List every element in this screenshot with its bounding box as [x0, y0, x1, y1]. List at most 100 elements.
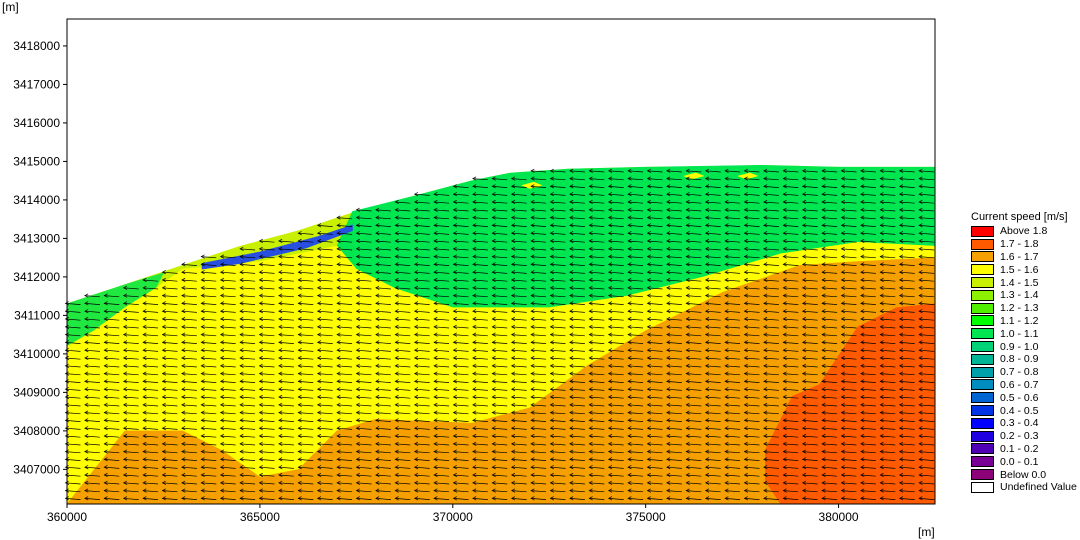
- current-vector: [413, 348, 430, 353]
- current-vector: [355, 316, 372, 322]
- current-vector: [840, 215, 857, 220]
- current-vector: [860, 348, 876, 353]
- current-vector: [472, 301, 488, 306]
- legend-swatch: [971, 430, 994, 442]
- current-vector: [569, 426, 585, 431]
- current-vector: [840, 426, 857, 431]
- current-vector: [782, 309, 799, 314]
- current-vector: [801, 441, 818, 446]
- current-vector: [879, 488, 896, 493]
- current-vector: [704, 254, 721, 259]
- current-vector: [297, 363, 314, 368]
- current-vector: [840, 285, 857, 290]
- current-vector: [200, 433, 217, 439]
- current-vector: [316, 293, 333, 298]
- current-vector: [258, 332, 275, 337]
- current-vector: [433, 332, 450, 337]
- current-vector: [549, 371, 566, 376]
- current-vector: [258, 309, 275, 314]
- current-vector: [103, 433, 120, 439]
- y-tick-label: 3410000: [13, 347, 60, 361]
- current-vector: [918, 215, 935, 220]
- current-vector: [84, 472, 100, 478]
- current-vector: [782, 192, 799, 197]
- current-vector: [782, 387, 799, 392]
- current-vector: [103, 355, 120, 361]
- current-vector: [239, 441, 256, 446]
- current-vector: [375, 309, 391, 314]
- current-vector: [413, 192, 430, 197]
- current-vector: [646, 355, 663, 361]
- current-vector: [569, 223, 585, 228]
- current-vector: [510, 363, 527, 368]
- current-vector: [840, 402, 857, 407]
- current-vector: [860, 332, 876, 337]
- legend-swatch: [971, 469, 994, 481]
- current-vector: [355, 480, 372, 485]
- current-vector: [569, 277, 585, 283]
- current-vector: [666, 184, 682, 189]
- current-vector: [840, 379, 857, 384]
- current-vector: [569, 262, 585, 267]
- current-vector: [161, 316, 178, 322]
- current-vector: [646, 254, 663, 259]
- current-vector: [879, 285, 896, 290]
- current-vector: [898, 199, 915, 205]
- legend-item: 0.7 - 0.8: [971, 366, 1079, 379]
- current-vector: [433, 192, 450, 197]
- current-vector: [258, 277, 275, 283]
- current-vector: [821, 199, 838, 205]
- current-vector: [142, 472, 159, 478]
- current-vector: [782, 410, 799, 415]
- current-vector: [219, 355, 236, 361]
- current-vector: [316, 270, 333, 275]
- current-vector: [122, 293, 139, 298]
- current-vector: [336, 231, 353, 236]
- current-vector: [510, 199, 527, 205]
- current-vector: [918, 332, 935, 337]
- current-vector: [433, 348, 450, 353]
- current-vector: [743, 238, 760, 244]
- current-vector: [840, 441, 857, 446]
- current-vector: [452, 340, 469, 345]
- current-vector: [103, 379, 120, 384]
- y-tick-label: 3409000: [13, 385, 60, 399]
- current-vector: [394, 254, 411, 259]
- current-vector: [84, 418, 100, 423]
- current-vector: [569, 418, 585, 423]
- legend-label: 1.3 - 1.4: [1000, 289, 1039, 302]
- y-tick-label: 3411000: [14, 308, 60, 322]
- current-vector: [840, 332, 857, 337]
- current-vector: [239, 449, 256, 454]
- current-vector: [491, 394, 508, 400]
- current-vector: [666, 379, 682, 384]
- current-vector: [801, 199, 818, 205]
- current-vector: [860, 340, 876, 345]
- current-vector: [219, 285, 236, 290]
- current-vector: [258, 270, 275, 275]
- current-vector: [355, 277, 372, 283]
- current-vector: [607, 449, 624, 454]
- current-vector: [724, 402, 741, 407]
- current-vector: [549, 316, 566, 322]
- current-vector: [239, 426, 256, 431]
- current-vector: [607, 254, 624, 259]
- legend-label: 0.8 - 0.9: [1000, 353, 1039, 366]
- current-vector: [297, 387, 314, 392]
- current-vector: [200, 309, 217, 314]
- current-vector: [549, 363, 566, 368]
- current-vector: [355, 379, 372, 384]
- current-vector: [142, 293, 159, 298]
- current-vector: [782, 472, 799, 478]
- current-vector: [743, 441, 760, 446]
- current-vector: [452, 449, 469, 454]
- current-vector: [879, 371, 896, 376]
- current-vector: [239, 246, 256, 251]
- current-vector: [278, 465, 294, 470]
- current-vector: [181, 379, 197, 384]
- current-vector: [821, 316, 838, 322]
- current-vector: [413, 402, 430, 407]
- current-vector: [666, 472, 682, 478]
- current-vector: [743, 277, 760, 283]
- current-vector: [627, 309, 644, 314]
